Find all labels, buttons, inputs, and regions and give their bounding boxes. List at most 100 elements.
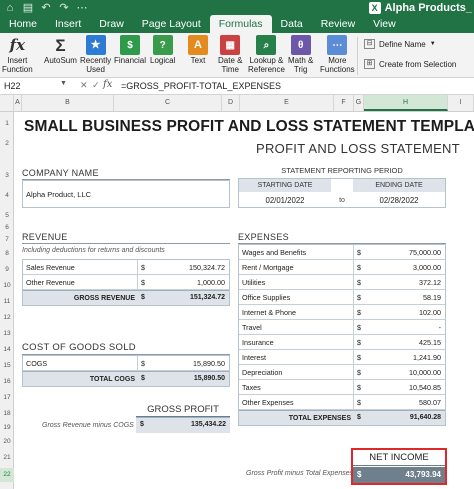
table-row[interactable]: Other Expenses $580.07 bbox=[239, 395, 445, 410]
column-header-g[interactable]: G bbox=[354, 95, 364, 111]
tab-data[interactable]: Data bbox=[280, 18, 303, 30]
row-value: 58.19 bbox=[423, 293, 441, 302]
row-value: 580.07 bbox=[419, 398, 441, 407]
row-value: 150,324.72 bbox=[189, 263, 225, 272]
create-from-selection-button[interactable]: ⊞ Create from Selection bbox=[364, 59, 456, 69]
fx-icon[interactable]: fx bbox=[103, 79, 113, 90]
row-header[interactable]: 1 bbox=[5, 120, 9, 127]
end-date-value[interactable]: 02/28/2022 bbox=[379, 196, 419, 205]
table-row[interactable]: Internet & Phone $102.00 bbox=[239, 305, 445, 320]
end-date-header: ENDING DATE bbox=[353, 179, 445, 192]
company-name-heading: COMPANY NAME bbox=[22, 168, 230, 180]
table-row[interactable]: Interest $1,241.90 bbox=[239, 350, 445, 365]
undo-icon[interactable]: ↶ bbox=[41, 2, 51, 14]
table-row[interactable]: Sales Revenue $ 150,324.72 bbox=[23, 260, 229, 275]
tab-insert[interactable]: Insert bbox=[55, 18, 82, 30]
select-all-corner[interactable] bbox=[0, 95, 14, 111]
recently-used-button[interactable]: ★ Recently Used bbox=[80, 35, 111, 74]
column-header-f[interactable]: F bbox=[334, 95, 354, 111]
row-header[interactable]: 17 bbox=[3, 394, 11, 401]
gross-revenue-row[interactable]: GROSS REVENUE $ 151,324.72 bbox=[23, 290, 229, 305]
grid-icon: ⊞ bbox=[364, 59, 375, 69]
row-header[interactable]: 19 bbox=[3, 424, 11, 431]
row-header-selected[interactable]: 22 bbox=[0, 468, 14, 482]
row-header[interactable]: 6 bbox=[5, 224, 9, 231]
tab-view[interactable]: View bbox=[373, 18, 396, 30]
math-trig-button[interactable]: θ Math & Trig bbox=[288, 35, 313, 74]
row-header[interactable]: 11 bbox=[3, 298, 11, 305]
column-header-e[interactable]: E bbox=[240, 95, 334, 111]
column-header-h[interactable]: H bbox=[364, 95, 448, 111]
formula-input[interactable]: =GROSS_PROFIT-TOTAL_EXPENSES bbox=[121, 81, 281, 91]
row-label: Taxes bbox=[242, 383, 261, 392]
date-time-button[interactable]: ▦ Date & Time bbox=[218, 35, 242, 74]
more-functions-button[interactable]: ⋯ More Functions bbox=[320, 35, 355, 74]
cancel-icon[interactable]: ✕ bbox=[80, 80, 88, 90]
name-box[interactable]: H22 bbox=[4, 81, 21, 91]
start-date-value[interactable]: 02/01/2022 bbox=[265, 196, 305, 205]
gross-profit-cell[interactable]: $ 135,434.22 bbox=[136, 417, 230, 433]
table-row[interactable]: Depreciation $10,000.00 bbox=[239, 365, 445, 380]
row-header[interactable]: 21 bbox=[3, 454, 11, 461]
row-header[interactable]: 18 bbox=[3, 410, 11, 417]
table-row[interactable]: Wages and Benefits $75,000.00 bbox=[239, 245, 445, 260]
row-header[interactable]: 9 bbox=[5, 266, 9, 273]
tab-draw[interactable]: Draw bbox=[99, 18, 124, 30]
table-row[interactable]: Taxes $10,540.85 bbox=[239, 380, 445, 395]
column-header-d[interactable]: D bbox=[222, 95, 240, 111]
home-icon[interactable]: ⌂ bbox=[6, 2, 14, 14]
table-row[interactable]: Office Supplies $58.19 bbox=[239, 290, 445, 305]
define-name-button[interactable]: ⊟ Define Name ▼ bbox=[364, 39, 436, 49]
tab-review[interactable]: Review bbox=[320, 18, 356, 30]
text-button[interactable]: A Text bbox=[188, 35, 208, 65]
company-name-cell[interactable]: Alpha Product, LLC bbox=[22, 180, 230, 208]
tab-formulas[interactable]: Formulas bbox=[209, 15, 272, 33]
column-header-a[interactable]: A bbox=[14, 95, 22, 111]
tab-page-layout[interactable]: Page Layout bbox=[141, 18, 201, 30]
ribbon-divider bbox=[357, 37, 358, 75]
financial-button[interactable]: $ Financial bbox=[114, 35, 146, 65]
column-header-i[interactable]: I bbox=[448, 95, 474, 111]
total-value: 15,890.50 bbox=[193, 375, 225, 382]
table-row[interactable]: Travel $ - bbox=[239, 320, 445, 335]
to-label: to bbox=[339, 197, 345, 204]
table-row[interactable]: Other Revenue $ 1,000.00 bbox=[23, 275, 229, 290]
chevron-down-icon[interactable]: ▼ bbox=[60, 80, 67, 87]
table-row[interactable]: Rent / Mortgage $3,000.00 bbox=[239, 260, 445, 275]
table-row[interactable]: Utilities $372.12 bbox=[239, 275, 445, 290]
lookup-reference-button[interactable]: ⌕ Lookup & Reference bbox=[248, 35, 285, 74]
column-header-c[interactable]: C bbox=[114, 95, 222, 111]
row-header[interactable]: 14 bbox=[3, 346, 11, 353]
redo-icon[interactable]: ↷ bbox=[59, 2, 69, 14]
button-label: Math & bbox=[288, 56, 314, 65]
logical-button[interactable]: ? Logical bbox=[150, 35, 175, 65]
row-header[interactable]: 7 bbox=[5, 236, 9, 243]
save-icon[interactable]: ▤ bbox=[22, 2, 34, 14]
table-row[interactable]: COGS $ 15,890.50 bbox=[23, 356, 229, 371]
row-header[interactable]: 5 bbox=[5, 212, 9, 219]
more-icon[interactable]: ⋯ bbox=[76, 2, 88, 14]
insert-function-button[interactable]: fx Insert Function bbox=[2, 35, 33, 74]
autosum-button[interactable]: Σ AutoSum bbox=[44, 35, 77, 66]
currency-symbol: $ bbox=[357, 248, 361, 257]
row-header[interactable]: 3 bbox=[5, 172, 9, 179]
net-income-cell[interactable]: $ 43,793.94 bbox=[353, 467, 445, 483]
row-header[interactable]: 15 bbox=[3, 362, 11, 369]
tab-home[interactable]: Home bbox=[9, 18, 38, 30]
total-expenses-row[interactable]: TOTAL EXPENSES $ 91,640.28 bbox=[239, 410, 445, 425]
row-header[interactable]: 13 bbox=[3, 330, 11, 337]
net-income-highlight[interactable]: NET INCOME $ 43,793.94 bbox=[351, 448, 447, 485]
table-row[interactable]: Insurance $425.15 bbox=[239, 335, 445, 350]
row-header[interactable]: 12 bbox=[3, 314, 11, 321]
total-cogs-row[interactable]: TOTAL COGS $ 15,890.50 bbox=[23, 371, 229, 386]
row-header[interactable]: 16 bbox=[3, 378, 11, 385]
column-header-b[interactable]: B bbox=[22, 95, 114, 111]
confirm-icon[interactable]: ✓ bbox=[92, 80, 100, 90]
row-header[interactable]: 2 bbox=[5, 140, 9, 147]
row-header[interactable]: 20 bbox=[3, 438, 11, 445]
row-header[interactable]: 10 bbox=[3, 282, 11, 289]
revenue-heading: REVENUE bbox=[22, 232, 230, 244]
row-header[interactable]: 4 bbox=[5, 192, 9, 199]
total-label: TOTAL COGS bbox=[89, 376, 135, 383]
row-header[interactable]: 8 bbox=[5, 250, 9, 257]
